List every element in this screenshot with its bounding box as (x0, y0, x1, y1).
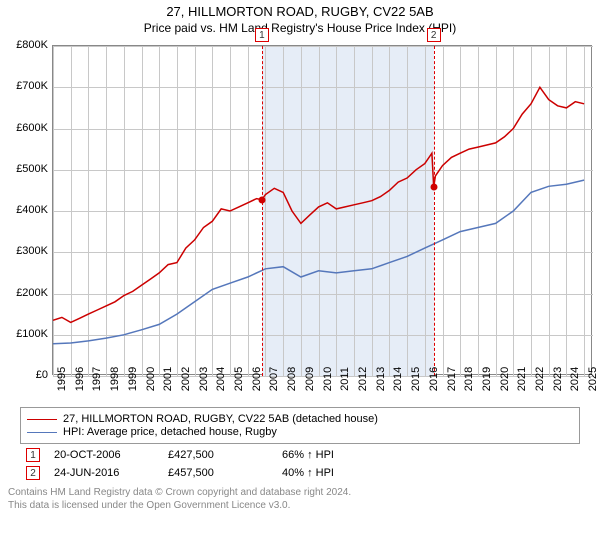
x-tick-label: 2014 (392, 367, 404, 391)
x-tick-label: 2013 (375, 367, 387, 391)
sale-marker-box: 1 (26, 448, 40, 462)
series-hpi (53, 180, 584, 344)
x-tick-label: 2005 (233, 367, 245, 391)
x-tick-label: 2024 (569, 367, 581, 391)
x-tick-label: 2003 (198, 367, 210, 391)
sale-delta: 40% ↑ HPI (282, 467, 382, 479)
x-tick-label: 2016 (428, 367, 440, 391)
series-price_paid (53, 87, 584, 322)
legend-row: HPI: Average price, detached house, Rugb… (27, 426, 573, 438)
footer: Contains HM Land Registry data © Crown c… (8, 486, 592, 512)
sale-marker-box: 2 (26, 466, 40, 480)
x-tick-label: 2007 (268, 367, 280, 391)
legend: 27, HILLMORTON ROAD, RUGBY, CV22 5AB (de… (20, 407, 580, 444)
x-tick-label: 2000 (145, 367, 157, 391)
sale-date: 24-JUN-2016 (54, 467, 154, 479)
sale-delta: 66% ↑ HPI (282, 449, 382, 461)
sale-price: £427,500 (168, 449, 268, 461)
marker-box-2: 2 (427, 28, 441, 42)
legend-row: 27, HILLMORTON ROAD, RUGBY, CV22 5AB (de… (27, 413, 573, 425)
legend-label: HPI: Average price, detached house, Rugb… (63, 426, 277, 438)
x-tick-label: 2018 (463, 367, 475, 391)
marker-dot-1 (258, 196, 265, 203)
sale-row: 2 24-JUN-2016 £457,500 40% ↑ HPI (26, 466, 596, 480)
x-tick-label: 1999 (127, 367, 139, 391)
x-tick-label: 2002 (180, 367, 192, 391)
x-tick-label: 2012 (357, 367, 369, 391)
x-tick-label: 1996 (74, 367, 86, 391)
x-tick-label: 1998 (109, 367, 121, 391)
sale-date: 20-OCT-2006 (54, 449, 154, 461)
y-tick-label: £600K (4, 122, 48, 134)
sales-table: 1 20-OCT-2006 £427,500 66% ↑ HPI 2 24-JUN-201… (4, 448, 596, 480)
plot-area: 12 (52, 45, 592, 375)
marker-line-1 (262, 46, 263, 376)
sale-price: £457,500 (168, 467, 268, 479)
marker-dot-2 (430, 184, 437, 191)
x-tick-label: 2009 (304, 367, 316, 391)
y-tick-label: £0 (4, 369, 48, 381)
y-tick-label: £800K (4, 39, 48, 51)
x-tick-label: 1997 (91, 367, 103, 391)
y-tick-label: £300K (4, 245, 48, 257)
y-tick-label: £500K (4, 163, 48, 175)
page-subtitle: Price paid vs. HM Land Registry's House … (4, 21, 596, 35)
legend-label: 27, HILLMORTON ROAD, RUGBY, CV22 5AB (de… (63, 413, 378, 425)
footer-line-1: Contains HM Land Registry data © Crown c… (8, 486, 592, 499)
x-tick-label: 2025 (587, 367, 599, 391)
sale-row: 1 20-OCT-2006 £427,500 66% ↑ HPI (26, 448, 596, 462)
x-tick-label: 2006 (251, 367, 263, 391)
x-tick-label: 2015 (410, 367, 422, 391)
x-tick-label: 2019 (481, 367, 493, 391)
x-tick-label: 1995 (56, 367, 68, 391)
marker-box-1: 1 (255, 28, 269, 42)
x-tick-label: 2021 (516, 367, 528, 391)
x-tick-label: 2010 (322, 367, 334, 391)
series-svg (53, 46, 593, 376)
y-tick-label: £100K (4, 328, 48, 340)
y-tick-label: £700K (4, 80, 48, 92)
x-tick-label: 2017 (446, 367, 458, 391)
x-tick-label: 2022 (534, 367, 546, 391)
page-title: 27, HILLMORTON ROAD, RUGBY, CV22 5AB (4, 4, 596, 19)
x-tick-label: 2023 (552, 367, 564, 391)
y-tick-label: £200K (4, 287, 48, 299)
chart-container: 12 £0 £100K £200K £300K £400K £500K £600K £700K… (4, 41, 596, 401)
legend-swatch (27, 432, 57, 433)
marker-line-2 (434, 46, 435, 376)
x-tick-label: 2004 (215, 367, 227, 391)
x-tick-label: 2008 (286, 367, 298, 391)
x-tick-label: 2020 (499, 367, 511, 391)
legend-swatch (27, 419, 57, 420)
x-tick-label: 2011 (339, 367, 351, 391)
x-tick-label: 2001 (162, 367, 174, 391)
y-tick-label: £400K (4, 204, 48, 216)
footer-line-2: This data is licensed under the Open Gov… (8, 499, 592, 512)
